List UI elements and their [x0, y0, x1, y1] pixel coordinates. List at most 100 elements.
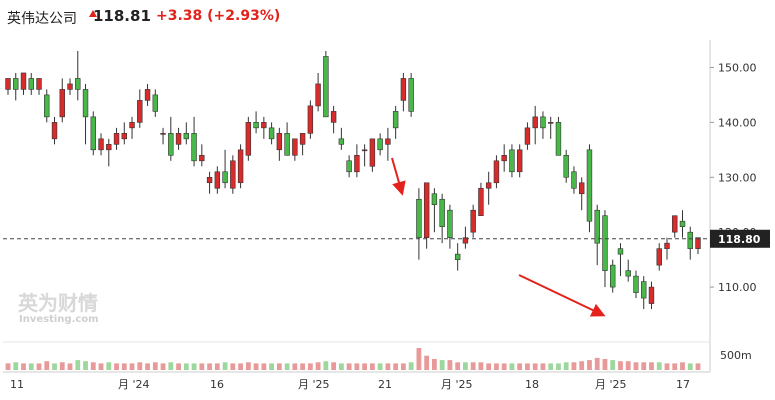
- candle-body: [338, 138, 345, 145]
- volume-bar: [207, 363, 212, 370]
- volume-bar: [52, 363, 57, 370]
- candle-body: [67, 83, 73, 90]
- candle-body: [129, 122, 135, 129]
- candle-body: [454, 253, 461, 260]
- candle-body: [602, 215, 608, 271]
- candle-body: [137, 100, 143, 123]
- candle-body: [586, 149, 593, 222]
- candle-body: [408, 78, 414, 112]
- candle-body: [152, 94, 159, 112]
- volume-bar: [276, 363, 282, 370]
- candle-body: [253, 122, 259, 129]
- candle: [199, 144, 205, 167]
- candle: [617, 243, 624, 277]
- candle-body: [75, 78, 81, 90]
- candle: [416, 188, 422, 260]
- volume-bar: [75, 360, 81, 370]
- candle: [664, 237, 670, 260]
- volume-bar: [152, 362, 158, 370]
- volume-bar: [98, 363, 104, 370]
- volume-bar: [594, 357, 600, 370]
- x-tick-label: 21: [378, 378, 392, 391]
- volume-bar: [137, 362, 143, 370]
- x-tick-label: 11: [10, 378, 24, 391]
- up-arrow-icon: [89, 10, 97, 17]
- volume-bar: [114, 363, 119, 370]
- candle: [230, 155, 236, 194]
- volume-bar: [90, 362, 96, 370]
- candle: [28, 72, 34, 95]
- candle: [191, 116, 197, 167]
- candle-body: [206, 176, 213, 184]
- y-tick-label: 110.00: [718, 281, 757, 294]
- volume-bar: [261, 363, 267, 370]
- candle-body: [121, 133, 127, 140]
- candle-body: [214, 171, 221, 189]
- volume-bar: [486, 363, 492, 370]
- volume-bar: [494, 363, 499, 370]
- volume-bar: [160, 363, 166, 370]
- volume-bar: [385, 363, 391, 370]
- volume-bar: [36, 363, 42, 370]
- candle-body: [656, 248, 662, 266]
- watermark-sub: Investing.com: [19, 314, 99, 325]
- candle-body: [330, 111, 337, 123]
- y-tick-label: 150.00: [718, 61, 757, 74]
- candle-body: [361, 149, 368, 152]
- x-tick-label: 月 '25: [595, 378, 627, 391]
- x-tick-label: 月 '25: [298, 378, 330, 391]
- candle-body: [594, 209, 600, 244]
- volume-bar: [168, 362, 174, 370]
- candle-body: [633, 275, 639, 293]
- candle-body: [346, 160, 352, 173]
- price-change-abs: +3.38: [156, 8, 203, 24]
- candle: [501, 144, 507, 172]
- candle: [137, 89, 143, 128]
- candle: [540, 111, 546, 139]
- candle-body: [439, 198, 445, 227]
- volume-bar: [362, 363, 368, 370]
- candle: [175, 127, 182, 150]
- candle: [5, 78, 11, 95]
- candle-body: [540, 116, 546, 129]
- volume-bar: [377, 363, 383, 370]
- price-change: +3.38 (+2.93%): [156, 8, 280, 24]
- volume-bar: [439, 360, 445, 370]
- candle-body: [191, 133, 197, 162]
- candle-body: [292, 138, 298, 156]
- volume-bar: [672, 363, 678, 370]
- volume-bar: [369, 363, 375, 370]
- candle: [470, 204, 476, 238]
- candle: [346, 155, 352, 178]
- volume-bar: [121, 363, 127, 370]
- volume-bar: [625, 361, 631, 370]
- volume-bar: [13, 362, 19, 370]
- candle-body: [307, 105, 314, 134]
- candle-body: [423, 182, 430, 238]
- volume-bar: [338, 363, 344, 370]
- candle: [44, 89, 50, 123]
- candle: [555, 116, 562, 156]
- candle: [447, 204, 453, 249]
- candle: [253, 111, 259, 134]
- volume-bar: [447, 360, 453, 370]
- candle: [594, 204, 600, 266]
- candle: [571, 166, 577, 194]
- volume-bar: [656, 362, 662, 370]
- candle: [245, 116, 252, 161]
- candle-body: [509, 149, 515, 173]
- candle-body: [144, 89, 151, 101]
- candle: [276, 127, 283, 161]
- volume-bar: [21, 363, 26, 370]
- candle: [439, 193, 445, 244]
- candle: [695, 237, 701, 255]
- annotation-arrow: [391, 157, 406, 196]
- candle: [36, 78, 42, 95]
- candle-body: [369, 138, 376, 167]
- volume-bar: [269, 363, 274, 370]
- candle-body: [431, 193, 438, 206]
- candle: [563, 149, 569, 183]
- volume-bar: [346, 363, 352, 370]
- volume-bar: [292, 363, 298, 370]
